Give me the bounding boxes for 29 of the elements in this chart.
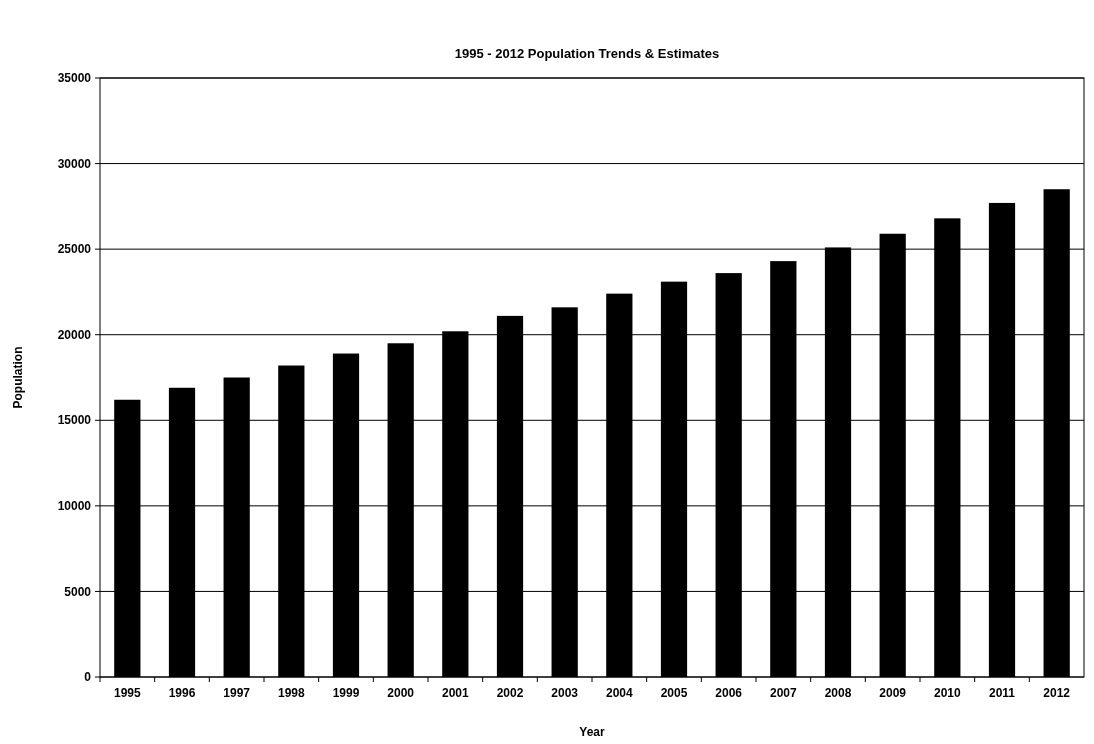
x-tick-label: 2004 — [605, 686, 633, 700]
y-tick-label: 5000 — [64, 584, 92, 599]
y-tick-label: 10000 — [57, 499, 92, 514]
y-tick-label: 35000 — [57, 71, 92, 86]
x-tick-label: 2000 — [387, 686, 415, 700]
x-tick-label: 1997 — [223, 686, 251, 700]
y-tick-label: 15000 — [57, 413, 92, 428]
x-tick-label: 2010 — [933, 686, 961, 700]
x-axis-title: Year — [579, 725, 606, 739]
y-tick-label: 20000 — [57, 327, 92, 342]
x-tick-label: 2006 — [715, 686, 743, 700]
x-tick-label: 1995 — [113, 686, 141, 700]
x-tick-label: 2003 — [551, 686, 579, 700]
y-tick-label: 25000 — [57, 242, 92, 257]
x-tick-label: 2007 — [769, 686, 797, 700]
x-tick-label: 2012 — [1043, 686, 1071, 700]
x-tick-label: 2001 — [441, 686, 469, 700]
x-tick-label: 2002 — [496, 686, 524, 700]
x-tick-label: 1996 — [168, 686, 196, 700]
x-tick-label: 1998 — [277, 686, 305, 700]
x-tick-label: 2009 — [879, 686, 907, 700]
x-tick-label: 1999 — [332, 686, 360, 700]
x-tick-label: 2011 — [988, 686, 1016, 700]
x-tick-label: 2008 — [824, 686, 852, 700]
y-tick-label: 0 — [84, 670, 92, 685]
chart-title: 1995 - 2012 Population Trends & Estimates — [454, 46, 720, 61]
x-tick-label: 2005 — [660, 686, 688, 700]
y-tick-label: 30000 — [57, 156, 92, 171]
y-axis-title: Population — [11, 346, 25, 409]
